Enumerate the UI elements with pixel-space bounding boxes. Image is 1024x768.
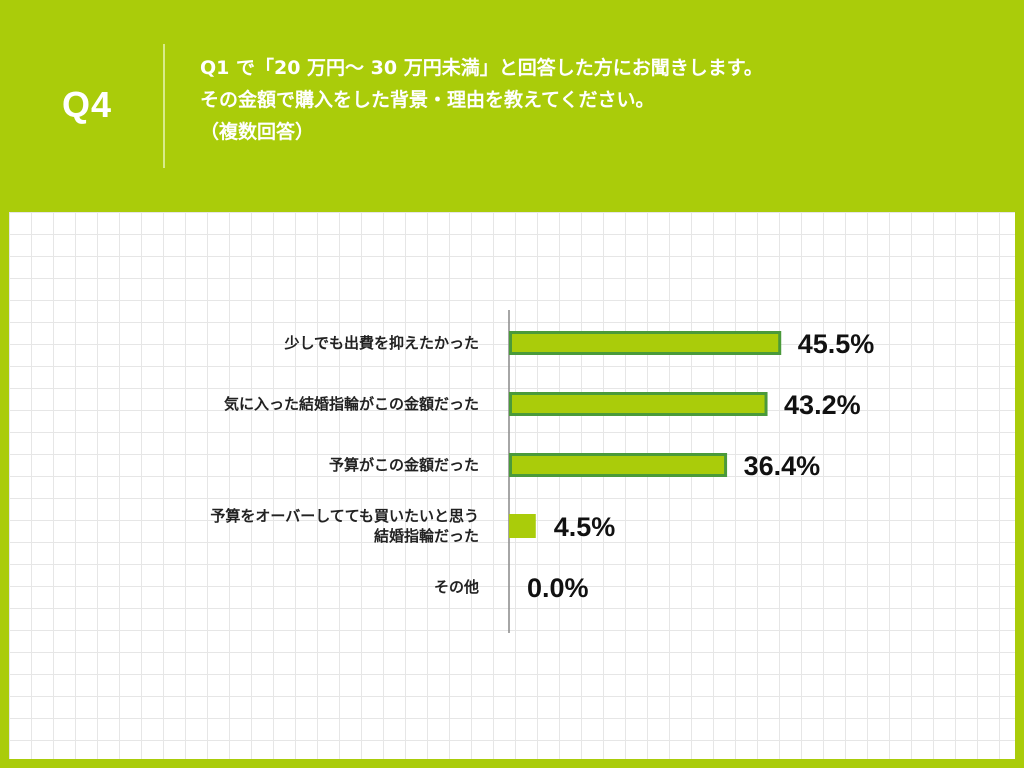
- question-number: Q4: [62, 84, 113, 125]
- bar: [509, 514, 536, 538]
- category-label: その他: [434, 578, 479, 596]
- header-divider: [163, 44, 165, 168]
- question-line: Q1 で「20 万円〜 30 万円未満」と回答した方にお聞きします。: [200, 57, 763, 79]
- category-label: 予算をオーバーしてても買いたいと思う結婚指輪だった: [210, 507, 479, 545]
- category-label: 予算がこの金額だった: [329, 456, 479, 474]
- value-label: 36.4%: [744, 451, 821, 481]
- question-line: （複数回答）: [200, 121, 315, 143]
- header: Q4 Q1 で「20 万円〜 30 万円未満」と回答した方にお聞きします。 その…: [0, 0, 1024, 212]
- bar: [509, 392, 768, 416]
- value-label: 43.2%: [784, 390, 861, 420]
- value-label: 45.5%: [798, 329, 875, 359]
- question-text: Q1 で「20 万円〜 30 万円未満」と回答した方にお聞きします。 その金額で…: [200, 52, 1000, 148]
- value-label: 0.0%: [527, 573, 589, 603]
- category-label: 気に入った結婚指輪がこの金額だった: [224, 395, 479, 413]
- value-label: 4.5%: [554, 512, 616, 542]
- bar-chart: 少しでも出費を抑えたかった 45.5% 気に入った結婚指輪がこの金額だった 43.2%…: [210, 310, 875, 633]
- question-line: その金額で購入をした背景・理由を教えてください。: [200, 89, 655, 111]
- chart-panel: 少しでも出費を抑えたかった 45.5% 気に入った結婚指輪がこの金額だった 43.2%…: [9, 212, 1015, 759]
- category-label: 少しでも出費を抑えたかった: [283, 334, 479, 352]
- bar: [509, 453, 728, 477]
- bar: [509, 331, 782, 355]
